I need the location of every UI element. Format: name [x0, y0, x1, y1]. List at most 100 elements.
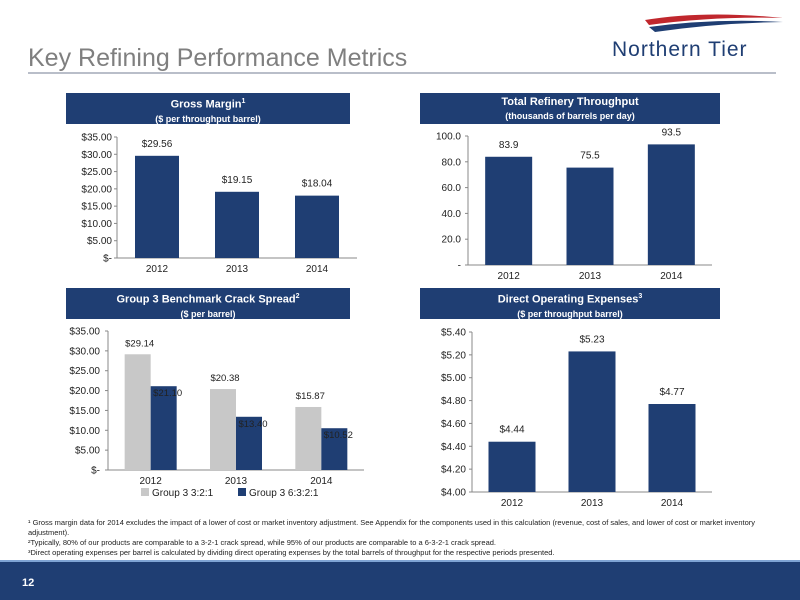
bar: [236, 416, 262, 470]
data-label: $21.10: [153, 388, 182, 399]
data-label: $29.56: [142, 139, 173, 150]
x-tick-label: 2013: [226, 264, 249, 275]
y-tick-label: $25.00: [69, 366, 100, 377]
company-logo: [645, 14, 783, 32]
data-label: $20.38: [210, 373, 239, 384]
y-tick-label: $30.00: [81, 150, 112, 161]
panel-title: Total Refinery Throughput: [501, 96, 639, 108]
footnote-2: ²Typically, 80% of our products are comp…: [28, 538, 497, 547]
y-tick-label: $15.00: [81, 202, 112, 213]
footer-accent-line: [0, 560, 800, 562]
bar: [215, 191, 259, 258]
y-tick-label: $35.00: [69, 327, 100, 338]
y-tick-label: -: [458, 261, 461, 272]
y-tick-label: $4.80: [441, 396, 466, 407]
y-tick-label: $5.20: [441, 350, 466, 361]
bar: [210, 389, 236, 470]
panel-title: Direct Operating Expenses: [497, 293, 639, 306]
bar: [150, 386, 177, 470]
bar: [295, 406, 322, 470]
legend-label: Group 3 6:3:2:1: [249, 488, 319, 499]
y-tick-label: $5.00: [87, 236, 112, 247]
y-tick-label: $4.60: [441, 419, 466, 430]
y-tick-label: 80.0: [442, 157, 462, 168]
footnote-ref: 1: [241, 98, 246, 105]
legend-label: Group 3 3:2:1: [152, 488, 214, 499]
panel-subtitle: ($ per barrel): [180, 308, 236, 319]
y-tick-label: $5.00: [75, 446, 100, 457]
y-tick-label: $35.00: [81, 133, 112, 144]
x-tick-label: 2014: [661, 498, 684, 509]
data-label: $4.44: [499, 425, 524, 436]
bar: [566, 167, 614, 265]
panel-header-crack-spread: Group 3 Benchmark Crack Spread2 ($ per b…: [66, 288, 350, 319]
x-tick-label: 2012: [498, 271, 521, 282]
data-label: $10.52: [324, 430, 353, 441]
y-tick-label: $4.40: [441, 442, 466, 453]
bar: [485, 156, 533, 265]
title-rule: [28, 72, 776, 74]
data-label: 75.5: [580, 151, 600, 162]
bar: [321, 428, 348, 470]
page-title: Key Refining Performance Metrics: [28, 44, 408, 72]
panel-header-gross-margin: Gross Margin1 ($ per throughput barrel): [66, 93, 350, 124]
bar: [295, 195, 339, 258]
data-label: 83.9: [499, 140, 519, 151]
x-tick-label: 2013: [579, 271, 602, 282]
data-label: $4.77: [659, 387, 684, 398]
y-tick-label: $5.40: [441, 328, 466, 339]
panel-title: Group 3 Benchmark Crack Spread: [116, 293, 296, 306]
y-tick-label: 100.0: [436, 132, 461, 143]
legend-swatch: [238, 488, 246, 496]
x-tick-label: 2013: [581, 498, 604, 509]
panel-header-opex: Direct Operating Expenses3 ($ per throug…: [420, 288, 720, 319]
y-tick-label: $-: [103, 254, 112, 265]
x-tick-label: 2014: [660, 271, 683, 282]
legend-swatch: [141, 488, 149, 496]
x-tick-label: 2013: [225, 476, 248, 487]
data-label: 93.5: [662, 127, 682, 138]
panel-subtitle: ($ per throughput barrel): [517, 308, 623, 319]
y-tick-label: $20.00: [69, 386, 100, 397]
x-tick-label: 2012: [140, 476, 163, 487]
x-tick-label: 2014: [306, 264, 329, 275]
y-tick-label: $20.00: [81, 184, 112, 195]
x-tick-label: 2014: [310, 476, 333, 487]
bar: [135, 155, 179, 258]
y-tick-label: $-: [91, 466, 100, 477]
panel-title: Gross Margin: [170, 98, 242, 111]
footnote-1: ¹ Gross margin data for 2014 excludes th…: [28, 518, 756, 537]
y-tick-label: $25.00: [81, 167, 112, 178]
bar: [568, 351, 616, 492]
data-label: $19.15: [222, 175, 253, 186]
y-tick-label: $15.00: [69, 406, 100, 417]
y-tick-label: $30.00: [69, 346, 100, 357]
footnote-3: ³Direct operating expenses per barrel is…: [28, 548, 555, 557]
data-label: $29.14: [125, 338, 154, 349]
panel-subtitle: ($ per throughput barrel): [155, 113, 261, 124]
footnote-ref: 2: [295, 293, 300, 300]
y-tick-label: 40.0: [442, 209, 462, 220]
data-label: $15.87: [296, 391, 325, 402]
footer-band: [0, 562, 800, 600]
footnote-ref: 3: [638, 293, 643, 300]
bar: [488, 441, 536, 492]
bar: [124, 354, 151, 470]
page-number: 12: [22, 577, 35, 589]
x-tick-label: 2012: [146, 264, 169, 275]
data-label: $18.04: [302, 179, 333, 190]
panel-subtitle: (thousands of barrels per day): [505, 111, 635, 121]
y-tick-label: 60.0: [442, 183, 462, 194]
x-tick-label: 2012: [501, 498, 524, 509]
y-tick-label: $4.20: [441, 465, 466, 476]
y-tick-label: $10.00: [69, 426, 100, 437]
y-tick-label: $4.00: [441, 488, 466, 499]
data-label: $13.40: [238, 419, 267, 430]
footnotes: ¹ Gross margin data for 2014 excludes th…: [28, 518, 778, 558]
bar: [647, 144, 695, 265]
panel-header-throughput: Total Refinery Throughput (thousands of …: [420, 93, 720, 124]
logo-text: Northern Tier: [612, 38, 748, 61]
y-tick-label: 20.0: [442, 235, 462, 246]
data-label: $5.23: [579, 334, 604, 345]
